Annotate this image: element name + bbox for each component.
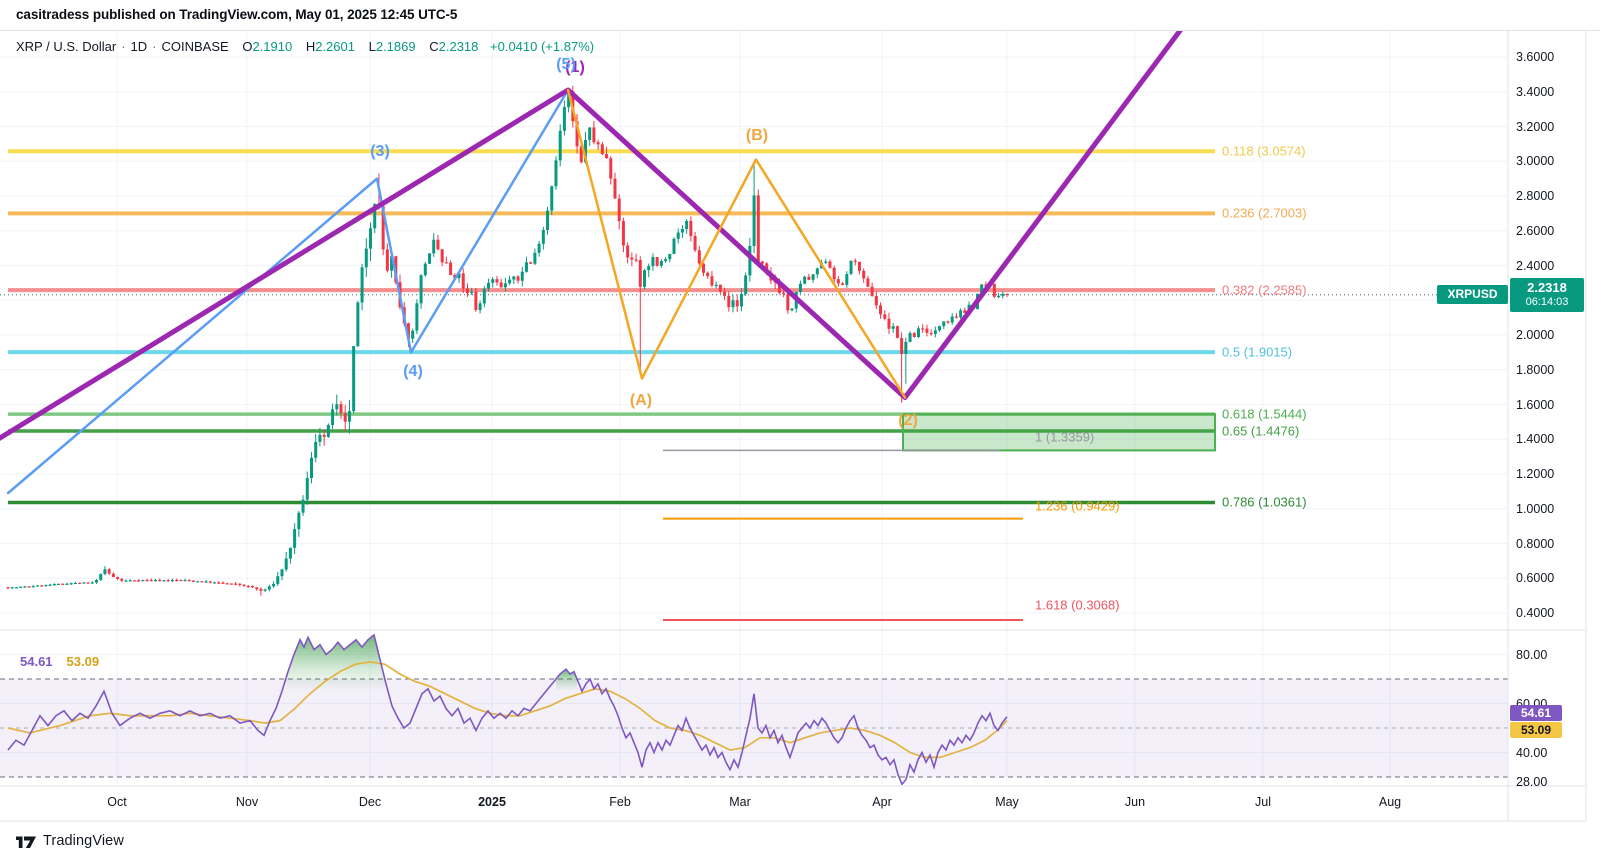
rsi-indicator-pane <box>0 633 1508 785</box>
last-price-value: 2.2318 <box>1527 279 1567 295</box>
close-label: C <box>429 39 439 54</box>
price-axis[interactable] <box>1508 30 1600 786</box>
wave-trendline-orange[interactable] <box>566 88 907 399</box>
symbol-name[interactable]: XRP / U.S. Dollar <box>16 39 117 54</box>
low-label: L <box>368 39 376 54</box>
open-value: 2.1910 <box>252 39 293 54</box>
rsi-line[interactable] <box>7 633 1008 785</box>
tradingview-logo-icon <box>16 836 36 848</box>
candlestick-series <box>6 85 1009 596</box>
grid-lines <box>0 31 1508 786</box>
publish-title-bar: casitradess published on TradingView.com… <box>0 0 1600 31</box>
legend-separator: · <box>121 39 126 54</box>
rsi-axis-badge: 54.61 <box>1510 704 1562 721</box>
high-value: 2.2601 <box>315 39 355 54</box>
low-value: 2.1869 <box>375 39 416 54</box>
rsi-ma-line[interactable] <box>7 660 1008 759</box>
rsi-value: 54.61 <box>20 654 53 669</box>
tradingview-brand-text: TradingView <box>43 833 124 849</box>
tradingview-attribution[interactable]: TradingView <box>16 831 124 851</box>
fib-extension-lines[interactable] <box>663 449 1023 621</box>
close-value: 2.2318 <box>438 39 479 54</box>
fib-retracement-lines[interactable] <box>8 149 1215 505</box>
high-label: H <box>305 39 316 54</box>
change-value: +0.0410 (+1.87%) <box>490 39 595 54</box>
rsi-ma-axis-badge: 53.09 <box>1510 721 1562 738</box>
elliott-wave-trendlines[interactable] <box>0 24 1185 495</box>
publish-title: casitradess published on TradingView.com… <box>16 7 458 22</box>
rsi-ma-value: 53.09 <box>66 654 100 669</box>
exchange-label[interactable]: COINBASE <box>161 39 229 54</box>
wave-trendline-blue[interactable] <box>6 88 570 495</box>
open-label: O <box>242 39 253 54</box>
bar-countdown: 06:14:03 <box>1525 295 1569 308</box>
rsi-legend: 54.61 53.09 <box>20 654 99 669</box>
last-price-axis-badge: 2.2318 06:14:03 <box>1510 277 1584 312</box>
chart-legend: XRP / U.S. Dollar · 1D · COINBASE O2.1910 H2… <box>16 39 594 54</box>
legend-separator: · <box>152 39 157 54</box>
target-zone-box[interactable] <box>902 413 1216 452</box>
last-price-symbol-badge: XRPUSD <box>1437 285 1508 305</box>
wave-trendline-purple[interactable] <box>0 24 1185 441</box>
time-axis[interactable] <box>0 786 1508 821</box>
interval-label[interactable]: 1D <box>130 39 148 54</box>
